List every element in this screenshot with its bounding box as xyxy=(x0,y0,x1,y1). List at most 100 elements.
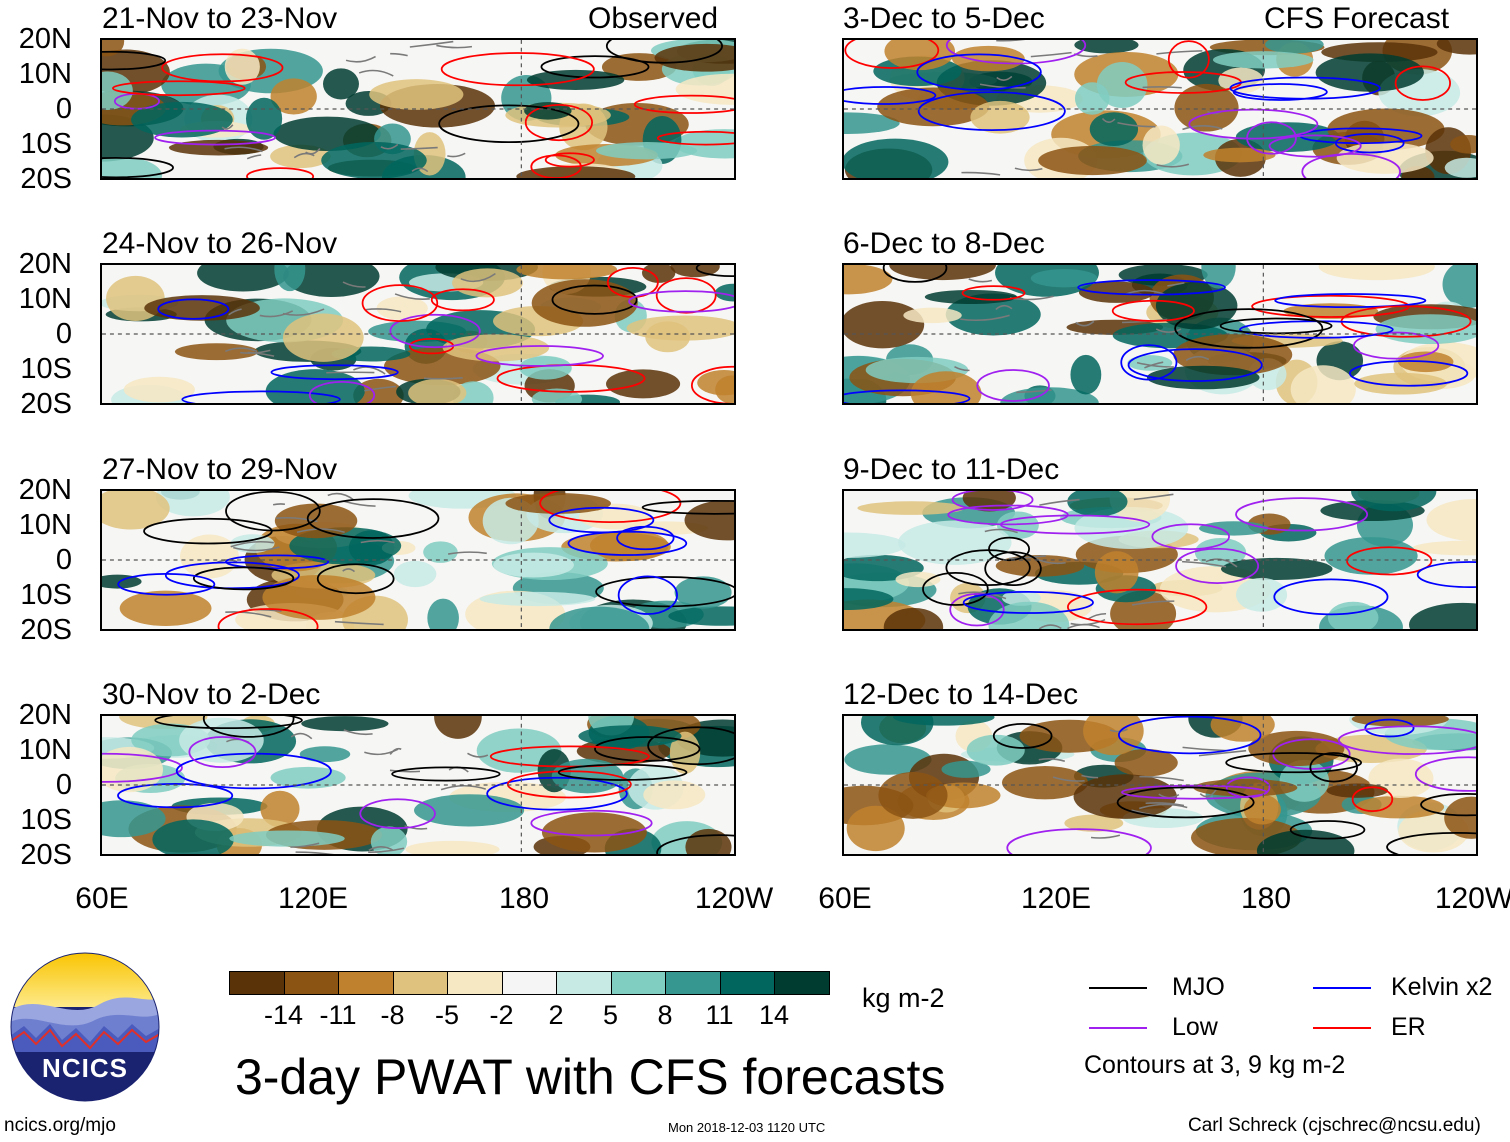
colorbar-segment xyxy=(283,971,339,995)
anomaly-blob xyxy=(1327,601,1379,629)
coastline xyxy=(1087,612,1107,620)
wave-contour xyxy=(961,285,1026,301)
coastline xyxy=(996,40,1026,42)
coastline xyxy=(368,846,394,851)
map-panel-obs-3 xyxy=(100,489,736,631)
lat-label: 20N xyxy=(18,474,72,506)
coastline xyxy=(221,124,234,130)
colorbar-tick-label: 11 xyxy=(705,1000,734,1030)
wave-contour xyxy=(391,766,501,782)
colorbar-tick-label: 2 xyxy=(548,1000,564,1030)
coastline xyxy=(390,52,408,57)
map-field xyxy=(102,491,734,629)
anomaly-blob xyxy=(889,265,996,281)
lat-label: 10S xyxy=(20,579,72,611)
colorbar-segment xyxy=(392,971,448,995)
coastline xyxy=(1131,600,1175,606)
anomaly-blob xyxy=(283,265,380,297)
wave-contour xyxy=(1351,786,1394,813)
anomaly-blob xyxy=(1412,540,1476,556)
coastline xyxy=(961,171,1001,176)
anomaly-blob xyxy=(1318,265,1435,281)
lat-label: 20S xyxy=(20,614,72,646)
lat-label: 20N xyxy=(18,23,72,55)
wave-contour xyxy=(1268,134,1362,158)
wave-contour xyxy=(117,782,234,809)
coastline xyxy=(360,539,395,544)
coastline xyxy=(1052,776,1085,782)
coastline xyxy=(1155,328,1182,333)
coastline xyxy=(1038,758,1066,763)
wave-contour xyxy=(1006,828,1152,854)
coastline xyxy=(1039,498,1080,506)
coastline xyxy=(1144,361,1164,369)
coastline xyxy=(954,365,970,372)
footer-url[interactable]: ncics.org/mjo xyxy=(4,1115,116,1136)
coastline xyxy=(343,500,376,507)
wave-contour xyxy=(1174,308,1324,349)
wave-contour xyxy=(1334,133,1405,154)
coastline xyxy=(436,44,473,49)
coastline xyxy=(958,591,1007,600)
wave-contour xyxy=(175,752,332,790)
coastline xyxy=(1016,389,1052,394)
wave-contour xyxy=(1225,752,1363,774)
coastline xyxy=(282,308,325,316)
wave-contour xyxy=(1273,578,1389,616)
lat-label: 10N xyxy=(18,283,72,315)
anomaly-blob xyxy=(903,307,962,324)
lon-label: 180 xyxy=(1240,882,1292,915)
anomaly-blob xyxy=(641,265,676,283)
anomaly-blob xyxy=(877,87,990,127)
anomaly-blob xyxy=(369,79,464,110)
lat-label: 20S xyxy=(20,839,72,871)
wave-contour xyxy=(540,55,650,79)
coastline xyxy=(1070,618,1106,626)
anomaly-blob xyxy=(883,607,944,629)
wave-contour xyxy=(1077,279,1226,296)
coastline xyxy=(440,784,487,791)
anomaly-blob xyxy=(1114,748,1178,777)
colorbar-segment xyxy=(610,971,666,995)
wave-contour xyxy=(656,834,734,854)
lat-label: 10S xyxy=(20,353,72,385)
coastline xyxy=(447,551,487,555)
wave-contour xyxy=(359,798,436,830)
wave-contour xyxy=(1289,820,1366,840)
anomaly-blob xyxy=(715,283,734,302)
wave-contour xyxy=(605,40,723,64)
anomaly-blob xyxy=(1210,716,1275,742)
panel-title-fc-3: 9-Dec to 11-Dec xyxy=(843,453,1060,486)
contours-note: Contours at 3, 9 kg m-2 xyxy=(1084,1051,1346,1079)
legend-er-line xyxy=(1313,1027,1371,1029)
anomaly-blob xyxy=(844,265,893,295)
map-panel-obs-1 xyxy=(100,38,736,180)
anomaly-blob xyxy=(1243,794,1281,825)
wave-contour xyxy=(1414,756,1476,792)
anomaly-blob xyxy=(353,378,404,403)
anomaly-blob xyxy=(589,530,669,561)
lat-label: 10N xyxy=(18,509,72,541)
wave-contour xyxy=(161,53,284,83)
anomaly-blob xyxy=(1064,814,1124,832)
wave-contour xyxy=(389,313,481,349)
anomaly-blob xyxy=(270,144,331,169)
lon-label: 60E xyxy=(818,882,872,915)
wave-contour xyxy=(844,40,940,69)
wave-contour xyxy=(882,265,948,283)
anomaly-blob xyxy=(844,532,906,558)
anomaly-blob xyxy=(1444,796,1476,839)
wave-contour xyxy=(1364,718,1415,738)
anomaly-blob xyxy=(684,500,734,541)
wave-contour xyxy=(438,104,580,144)
wave-contour xyxy=(1394,65,1451,101)
lat-label: 10S xyxy=(20,128,72,160)
legend-kelvin-label: Kelvin x2 xyxy=(1391,973,1493,1001)
panel-title-fc-1: 3-Dec to 5-Dec xyxy=(843,2,1045,35)
coastline xyxy=(380,143,399,150)
colorbar-segment xyxy=(501,971,557,995)
colorbar-unit: kg m-2 xyxy=(862,983,945,1013)
coastline xyxy=(1145,802,1185,807)
anomaly-blob xyxy=(270,766,346,789)
wave-contour xyxy=(1111,299,1195,322)
